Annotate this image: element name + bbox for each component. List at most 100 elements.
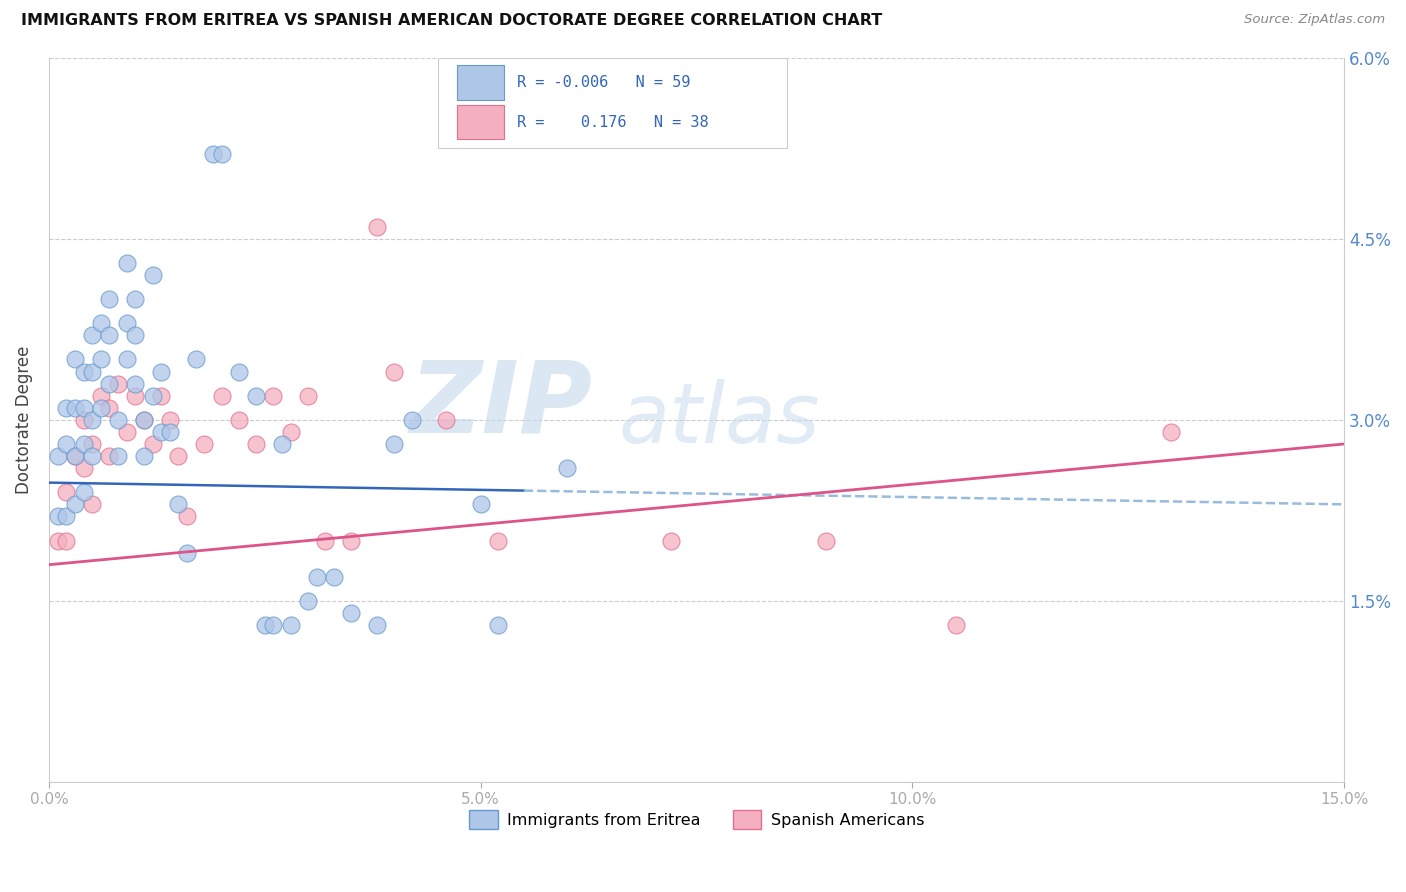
Point [271, 437, 294, 451]
Point [98, 292, 121, 306]
Point [82, 449, 104, 463]
Point [115, 425, 138, 439]
Point [297, 389, 319, 403]
Point [46, 449, 69, 463]
Point [132, 413, 155, 427]
Point [211, 389, 233, 403]
Point [305, 570, 328, 584]
Point [228, 413, 250, 427]
Point [486, 618, 509, 632]
Point [55, 533, 77, 548]
Point [253, 618, 276, 632]
Point [176, 509, 198, 524]
Point [72, 401, 94, 415]
Point [159, 413, 181, 427]
Point [245, 437, 267, 451]
Point [159, 425, 181, 439]
Point [107, 376, 129, 391]
Point [322, 570, 344, 584]
Point [132, 449, 155, 463]
Point [340, 533, 363, 548]
Legend: Immigrants from Eritrea, Spanish Americans: Immigrants from Eritrea, Spanish America… [463, 804, 931, 836]
Point [582, 51, 605, 65]
Point [63, 449, 86, 463]
Point [55, 509, 77, 524]
Point [1160, 425, 1182, 439]
Point [314, 533, 336, 548]
Point [63, 401, 86, 415]
Point [82, 413, 104, 427]
Point [150, 389, 173, 403]
Point [263, 389, 285, 403]
Point [470, 497, 492, 511]
Point [211, 147, 233, 161]
Point [228, 365, 250, 379]
Point [82, 437, 104, 451]
Point [82, 365, 104, 379]
Point [46, 509, 69, 524]
Point [659, 533, 682, 548]
Point [280, 618, 302, 632]
Point [263, 618, 285, 632]
FancyBboxPatch shape [457, 104, 503, 139]
Point [815, 533, 838, 548]
Point [167, 449, 190, 463]
Point [555, 461, 578, 475]
Point [245, 389, 267, 403]
Point [124, 376, 146, 391]
Point [184, 352, 207, 367]
Point [98, 328, 121, 343]
Point [382, 365, 405, 379]
Text: atlas: atlas [619, 379, 821, 460]
Point [486, 533, 509, 548]
Point [63, 352, 86, 367]
Point [63, 449, 86, 463]
Point [142, 268, 165, 282]
Point [202, 147, 225, 161]
Point [382, 437, 405, 451]
Point [98, 449, 121, 463]
Point [98, 401, 121, 415]
Text: ZIP: ZIP [411, 357, 593, 454]
Point [142, 389, 165, 403]
Point [90, 352, 112, 367]
Text: Source: ZipAtlas.com: Source: ZipAtlas.com [1244, 13, 1385, 27]
Point [115, 316, 138, 330]
Point [366, 219, 388, 234]
Point [82, 328, 104, 343]
Point [72, 413, 94, 427]
Point [55, 401, 77, 415]
Point [142, 437, 165, 451]
Point [193, 437, 215, 451]
Point [150, 425, 173, 439]
Text: R =    0.176   N = 38: R = 0.176 N = 38 [516, 114, 709, 129]
Point [150, 365, 173, 379]
Point [55, 437, 77, 451]
Point [90, 316, 112, 330]
Point [72, 365, 94, 379]
FancyBboxPatch shape [457, 65, 503, 100]
Point [115, 352, 138, 367]
Point [401, 413, 423, 427]
Point [107, 449, 129, 463]
Point [280, 425, 302, 439]
Point [107, 413, 129, 427]
Point [434, 413, 457, 427]
Point [124, 328, 146, 343]
Point [945, 618, 967, 632]
Point [63, 497, 86, 511]
Text: R = -0.006   N = 59: R = -0.006 N = 59 [516, 75, 690, 90]
Text: IMMIGRANTS FROM ERITREA VS SPANISH AMERICAN DOCTORATE DEGREE CORRELATION CHART: IMMIGRANTS FROM ERITREA VS SPANISH AMERI… [21, 13, 883, 29]
Point [98, 376, 121, 391]
Point [297, 594, 319, 608]
Point [46, 533, 69, 548]
Point [90, 401, 112, 415]
Point [132, 413, 155, 427]
Point [72, 437, 94, 451]
Point [72, 461, 94, 475]
Point [176, 546, 198, 560]
Point [115, 256, 138, 270]
Point [82, 497, 104, 511]
Point [366, 618, 388, 632]
FancyBboxPatch shape [437, 58, 787, 148]
